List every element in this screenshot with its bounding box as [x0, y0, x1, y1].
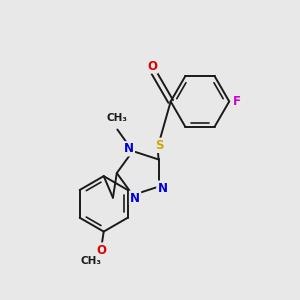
Text: S: S	[155, 139, 164, 152]
Text: N: N	[158, 182, 167, 195]
Text: CH₃: CH₃	[107, 113, 128, 123]
Text: CH₃: CH₃	[80, 256, 101, 266]
Text: N: N	[124, 142, 134, 155]
Text: F: F	[233, 95, 241, 108]
Text: O: O	[96, 244, 106, 256]
Text: O: O	[147, 59, 157, 73]
Text: N: N	[130, 192, 140, 205]
